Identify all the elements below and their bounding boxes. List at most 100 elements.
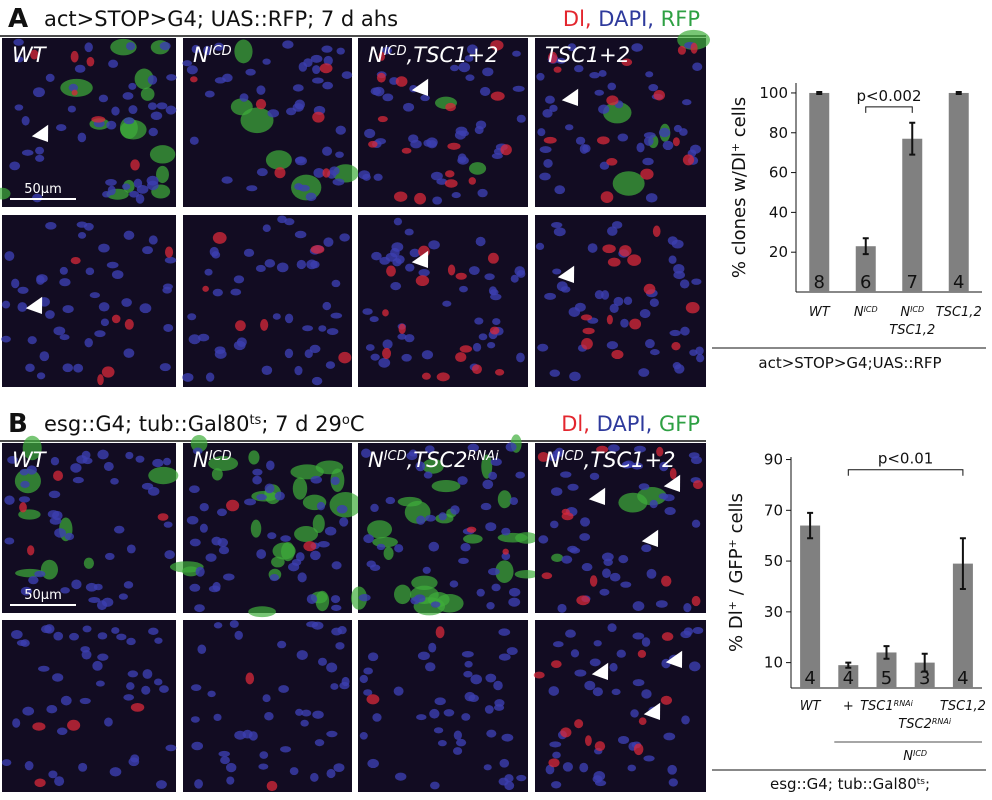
- nucleus: [369, 564, 381, 571]
- nucleus: [59, 278, 71, 287]
- nucleus: [442, 300, 452, 307]
- nucleus: [468, 266, 480, 275]
- nucleus: [69, 632, 79, 641]
- bar: [876, 652, 897, 688]
- micrograph: [182, 38, 359, 207]
- nucleus: [295, 552, 305, 562]
- nucleus: [139, 303, 152, 314]
- nucleus: [36, 274, 48, 283]
- gfp-cell: [551, 553, 564, 562]
- superscript: ICD: [384, 44, 407, 59]
- text-segment: esg::G4; tub::Gal80: [44, 412, 249, 436]
- nucleus: [326, 730, 338, 738]
- nucleus: [92, 660, 103, 671]
- nucleus: [252, 475, 262, 485]
- arrowhead: [557, 265, 575, 283]
- nucleus: [294, 365, 303, 376]
- nucleus: [310, 550, 321, 561]
- nucleus: [574, 64, 584, 73]
- text-segment: TSC1+2: [545, 43, 630, 67]
- nucleus: [361, 448, 372, 458]
- dl-cell: [19, 502, 27, 513]
- nucleus: [82, 457, 93, 465]
- nucleus: [35, 146, 45, 155]
- gfp-cell: [463, 534, 483, 544]
- nucleus: [638, 483, 650, 491]
- nucleus: [126, 544, 136, 554]
- gfp-cell: [248, 450, 260, 465]
- nucleus: [551, 781, 562, 789]
- nucleus: [255, 264, 266, 273]
- nucleus: [129, 190, 140, 198]
- micrograph-background: [2, 38, 176, 207]
- nucleus: [326, 662, 338, 673]
- image-label: TSC1+2: [545, 43, 630, 67]
- n-label: 6: [860, 272, 871, 293]
- superscript: +: [726, 539, 739, 548]
- superscript: RNAi: [894, 699, 914, 708]
- error-bar: [883, 645, 890, 660]
- nucleus: [190, 684, 202, 692]
- nucleus: [18, 496, 31, 503]
- nucleus: [404, 228, 414, 236]
- dl-cell: [600, 191, 614, 203]
- nucleus: [485, 673, 497, 683]
- nucleus: [487, 341, 496, 349]
- dl-cell: [32, 722, 46, 731]
- nucleus: [60, 587, 70, 594]
- gfp-cell: [603, 101, 632, 124]
- nucleus: [20, 586, 32, 596]
- y-axis-label: % clones w/Dl+ cells: [729, 97, 751, 278]
- nucleus: [11, 278, 20, 289]
- x-tick-label: TSC1RNAi: [860, 699, 914, 715]
- text-segment: cells: [726, 493, 747, 539]
- nucleus: [188, 334, 201, 345]
- dl-cell: [581, 338, 593, 350]
- nucleus: [464, 55, 474, 62]
- nucleus: [365, 344, 375, 351]
- nucleus: [1, 759, 12, 766]
- nucleus: [17, 286, 29, 294]
- nucleus: [141, 685, 151, 695]
- nucleus: [569, 547, 581, 554]
- nucleus: [437, 739, 447, 747]
- dl-cell: [637, 649, 647, 658]
- image-label: NICD: [193, 448, 232, 472]
- nucleus: [331, 627, 343, 636]
- nucleus: [53, 326, 66, 336]
- dl-cell: [165, 246, 174, 258]
- nucleus: [126, 682, 135, 691]
- dl-cell: [490, 40, 504, 51]
- nucleus: [621, 461, 632, 469]
- chart-footer: esg::G4; tub::Gal80ts;: [770, 775, 930, 793]
- nucleus: [491, 152, 503, 159]
- nucleus: [326, 328, 339, 335]
- gfp-cell: [383, 546, 394, 560]
- nucleus: [127, 670, 139, 678]
- nucleus: [492, 318, 501, 325]
- nucleus: [575, 136, 586, 145]
- bar: [914, 662, 935, 688]
- dl-cell: [627, 254, 642, 266]
- micrograph: [351, 434, 539, 616]
- text-segment: ,TSC1+2: [584, 448, 676, 472]
- nucleus: [509, 587, 521, 597]
- nucleus: [394, 544, 404, 553]
- nucleus: [491, 583, 501, 592]
- y-tick-label: 10: [764, 654, 783, 672]
- y-tick-label: 50: [764, 552, 783, 570]
- nucleus: [405, 263, 415, 272]
- dl-cell: [97, 374, 104, 386]
- nucleus: [162, 286, 172, 294]
- nucleus: [294, 99, 305, 110]
- nucleus: [683, 602, 692, 613]
- nucleus: [217, 537, 229, 548]
- nucleus: [580, 517, 591, 527]
- nucleus: [234, 630, 243, 640]
- nucleus: [222, 73, 233, 83]
- nucleus: [457, 153, 467, 163]
- nucleus: [189, 136, 199, 145]
- gfp-cell: [134, 68, 154, 90]
- text-segment: N: [193, 448, 209, 472]
- dl-cell: [382, 309, 389, 317]
